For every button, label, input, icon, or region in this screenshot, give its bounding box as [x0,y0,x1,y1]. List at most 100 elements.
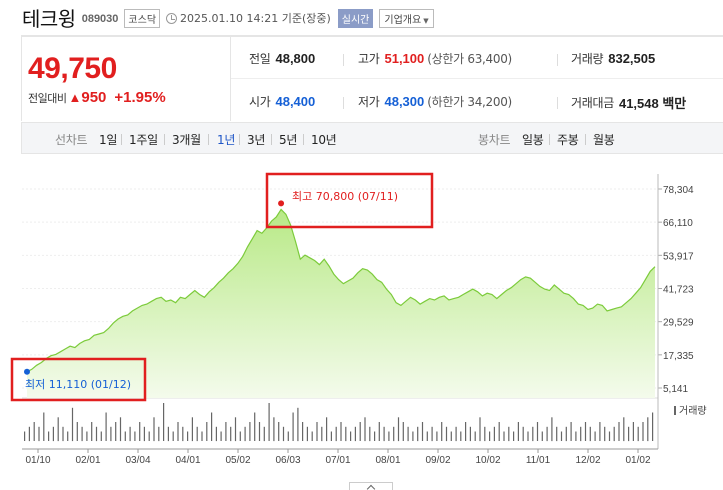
volume-bar [536,422,539,441]
prev-close-cell: 전일 48,800 [249,50,315,67]
volume-bar [177,422,179,441]
divider [208,134,209,145]
price-series-line [26,208,656,373]
volume-bar [350,431,352,441]
candle-tab-weekly[interactable]: 주봉 [557,133,579,147]
prev-close-value: 48,800 [275,51,316,66]
volume-legend: 거래량 [674,405,707,417]
volume-bar [158,426,160,442]
trade-amount-cell: 거래대금 41,548 백만 [571,93,686,112]
volume-bar [81,426,83,442]
divider [557,54,558,66]
volume-bar [191,417,193,442]
x-tick-label: 08/01 [375,455,400,466]
volume-bar [57,417,59,442]
current-price-area: 49,750 전일대비 ▲ 950 +1.95% [22,37,231,121]
volume-bar [364,417,366,442]
upper-limit: (상한가 63,400) [427,52,512,66]
volume-bar [436,431,438,441]
volume-bar [28,426,30,442]
volume-bar [498,422,500,441]
company-overview-label: 기업개요 [384,14,422,26]
y-tick-label: 17,335 [663,351,694,362]
trade-amount-label: 거래대금 [571,96,614,110]
period-tab-1d[interactable]: 1일 [99,133,118,147]
min-marker [24,368,30,375]
price-chart[interactable]: 78,304 66,110 53,917 41,723 29,529 17,335 5,14… [0,154,723,482]
high-value: 51,100 [384,51,425,66]
volume-bar [182,426,184,442]
volume-bar [407,426,409,442]
divider [121,134,122,145]
timestamp: 2025.01.10 14:21 기준(장중) [180,12,331,25]
max-marker [278,200,285,207]
volume-bar [565,426,567,442]
volume-bar [469,426,471,442]
volume-bar [306,426,308,442]
volume-bar [139,422,141,441]
volume-bar [450,431,452,441]
min-highlight-box [10,357,147,402]
period-tab-1y[interactable]: 1년 [217,133,236,147]
candle-tab-daily[interactable]: 일봉 [522,133,544,147]
high-label: 고가 [358,52,380,66]
volume-bar [91,422,93,441]
volume-bar [258,422,261,441]
volume-bar [383,426,385,442]
volume-bar [230,426,232,442]
x-tick-label: 06/03 [275,455,300,466]
volume-bar [211,412,213,441]
up-arrow-icon: ▲ [68,90,82,105]
volume-bar [67,431,69,441]
candle-tab-monthly[interactable]: 월봉 [593,133,615,147]
divider [303,134,304,145]
volume-bar [43,412,45,441]
volume-bar [148,431,150,441]
period-tab-1w[interactable]: 1주일 [129,133,158,147]
volume-bar [628,426,630,442]
volume-bar [647,417,649,442]
volume-bar [397,417,400,442]
volume-bar [455,426,457,442]
period-tab-3m[interactable]: 3개월 [172,133,201,147]
x-tick-label: 03/04 [125,455,150,466]
volume-value: 832,505 [608,51,656,66]
period-tab-5y[interactable]: 5년 [279,133,298,147]
volume-bar [532,426,534,442]
candle-chart-label: 봉차트 [478,133,511,147]
volume-bar [599,422,601,441]
volume-bar [632,422,634,441]
max-highlight-box [265,172,434,229]
volume-bar [215,426,217,442]
volume-bar [249,422,251,441]
volume-bar [244,426,246,442]
volume-bar [604,426,606,442]
volume-bar [369,426,371,442]
volume-legend-swatch [674,406,676,415]
volume-cell: 거래량 832,505 [571,50,655,67]
volume-bar [618,422,620,441]
volume-bar [143,426,145,442]
volume-bar [297,407,299,442]
period-tab-3y[interactable]: 3년 [247,133,266,147]
expand-chart-handle[interactable] [349,482,393,490]
volume-bar [527,431,529,441]
volume-bar [580,426,582,442]
price-summary: 49,750 전일대비 ▲ 950 +1.95% 전일 48,800 고가 51… [21,35,723,121]
volume-bar [417,426,419,442]
y-tick-label: 78,304 [663,185,694,196]
volume-bar [503,431,505,441]
period-tab-10y[interactable]: 10년 [311,133,337,147]
volume-bar [551,417,553,442]
volume-legend-label: 거래량 [679,405,707,417]
volume-bar [493,426,495,442]
volume-bar [52,426,54,442]
volume-bar [412,431,414,441]
change-amount: 950 [81,89,107,106]
x-tick-label: 09/02 [425,455,450,466]
volume-bar [479,417,481,442]
volume-bar [282,426,285,442]
volume-bar [105,412,107,441]
company-overview-button[interactable]: 기업개요 ▼ [379,8,434,28]
divider [557,97,558,109]
